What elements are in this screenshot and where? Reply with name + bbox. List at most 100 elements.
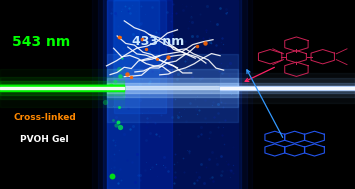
Point xyxy=(112,140,118,143)
Point xyxy=(152,36,157,39)
Point xyxy=(211,179,216,182)
Point xyxy=(208,80,213,83)
Point xyxy=(174,47,180,50)
Point xyxy=(142,13,148,16)
Point xyxy=(214,162,220,165)
Point xyxy=(170,34,176,37)
Bar xyxy=(92,0,252,189)
Point xyxy=(137,174,142,177)
Point xyxy=(209,175,214,178)
Point xyxy=(182,68,187,71)
Point xyxy=(108,11,114,14)
Point xyxy=(137,99,143,102)
Point xyxy=(165,55,171,58)
Point xyxy=(127,11,133,14)
Point xyxy=(108,83,113,86)
Point xyxy=(125,54,130,57)
Point xyxy=(171,27,176,30)
Point xyxy=(138,5,144,8)
Point xyxy=(191,182,196,185)
Point xyxy=(222,67,228,70)
Point xyxy=(114,115,119,119)
Point xyxy=(103,100,108,103)
Point xyxy=(152,56,158,59)
Point xyxy=(202,41,208,44)
Point xyxy=(162,166,168,169)
Point xyxy=(119,9,124,12)
Point xyxy=(155,29,161,32)
Point xyxy=(166,37,171,40)
Point xyxy=(153,162,159,165)
Point xyxy=(147,167,152,170)
Point xyxy=(154,174,159,177)
Point xyxy=(137,82,143,85)
Text: Cross-linked: Cross-linked xyxy=(13,113,76,122)
Point xyxy=(122,94,128,98)
Point xyxy=(228,108,234,112)
Point xyxy=(133,9,139,12)
Point xyxy=(119,101,125,104)
Point xyxy=(143,160,148,163)
Point xyxy=(220,126,226,129)
Point xyxy=(194,112,200,115)
Point xyxy=(156,134,162,137)
Point xyxy=(195,104,200,107)
Point xyxy=(154,94,159,97)
Point xyxy=(224,168,230,171)
Point xyxy=(198,86,204,89)
Point xyxy=(148,115,153,119)
Point xyxy=(195,35,200,38)
Point xyxy=(213,156,218,160)
Point xyxy=(127,52,132,55)
Point xyxy=(183,84,189,87)
Point xyxy=(204,5,210,8)
Point xyxy=(173,152,178,155)
Point xyxy=(175,114,180,117)
Point xyxy=(153,31,159,34)
Point xyxy=(190,72,195,75)
Point xyxy=(220,43,226,46)
Point xyxy=(116,36,122,39)
Point xyxy=(187,102,193,105)
Point xyxy=(209,104,214,107)
Point xyxy=(109,8,115,11)
Point xyxy=(122,132,127,136)
Point xyxy=(203,165,209,168)
Point xyxy=(110,139,116,142)
Point xyxy=(182,40,187,43)
Point xyxy=(138,21,144,24)
Point xyxy=(202,99,208,102)
Point xyxy=(119,56,125,59)
Point xyxy=(216,120,222,123)
Point xyxy=(217,7,223,10)
Point xyxy=(160,84,166,87)
Point xyxy=(179,3,185,6)
Point xyxy=(230,163,235,167)
Point xyxy=(127,7,132,10)
Point xyxy=(155,113,161,116)
Point xyxy=(199,77,205,80)
Point xyxy=(144,116,150,119)
Point xyxy=(140,111,145,114)
Point xyxy=(194,178,200,181)
Point xyxy=(152,85,157,88)
Point xyxy=(143,36,148,39)
Point xyxy=(147,82,152,85)
Point xyxy=(219,170,224,173)
Point xyxy=(202,116,207,119)
Point xyxy=(178,115,184,118)
Point xyxy=(203,28,209,31)
Point xyxy=(118,35,123,38)
Point xyxy=(208,40,213,43)
Point xyxy=(129,4,135,7)
Point xyxy=(191,181,197,184)
Point xyxy=(141,67,147,70)
Point xyxy=(148,79,153,82)
Point xyxy=(186,66,191,69)
Point xyxy=(197,12,203,15)
Point xyxy=(153,62,159,65)
Point xyxy=(210,101,216,104)
Point xyxy=(145,29,151,32)
Point xyxy=(214,23,220,26)
Point xyxy=(118,179,124,182)
